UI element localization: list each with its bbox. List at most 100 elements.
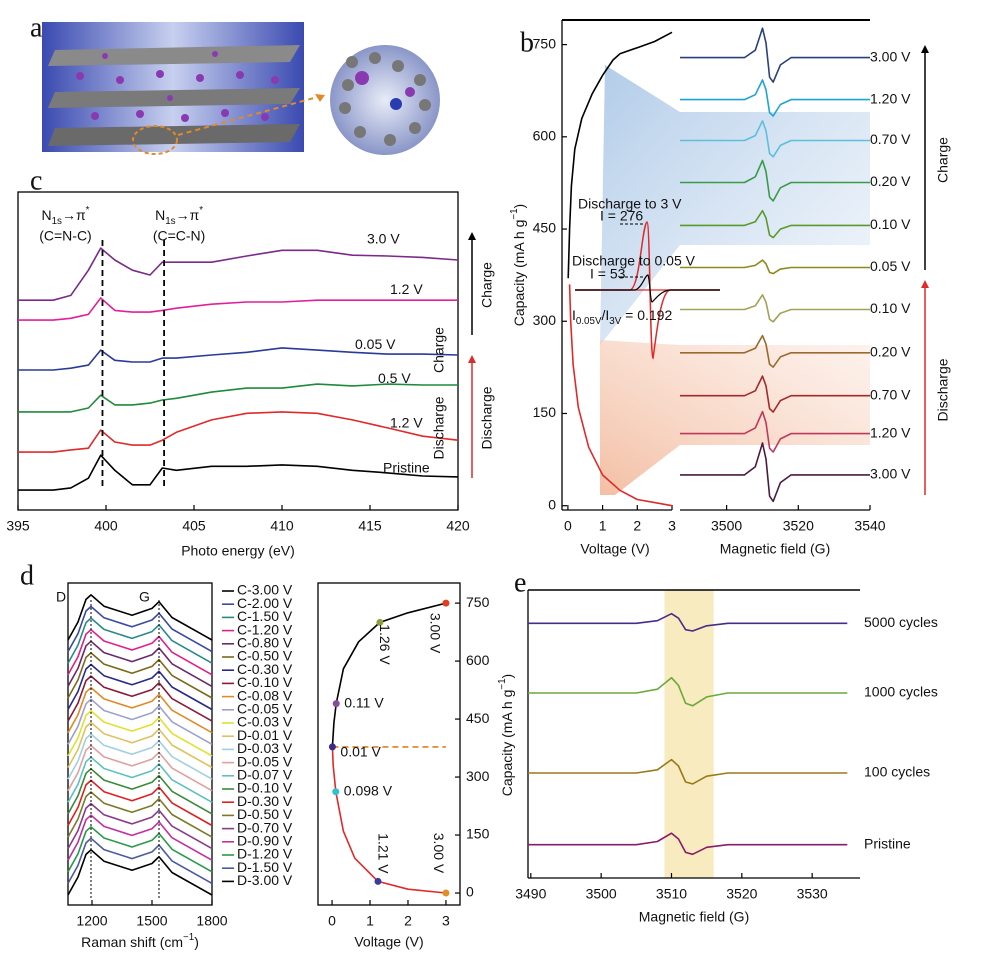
series-line bbox=[67, 710, 213, 757]
legend-label: D-3.00 V bbox=[237, 872, 293, 888]
charge-shading bbox=[600, 65, 870, 345]
series-line bbox=[680, 294, 870, 323]
legend-label: D-0.70 V bbox=[237, 819, 293, 835]
series-line bbox=[67, 826, 213, 873]
arrow-label: Charge bbox=[935, 137, 951, 183]
y-axis-label: Capacity (mA h g−1) bbox=[497, 674, 515, 796]
x-tick-label: 1500 bbox=[136, 913, 167, 929]
legend-label: D-1.50 V bbox=[237, 859, 293, 875]
legend-label: C-0.30 V bbox=[237, 661, 293, 677]
plot-frame bbox=[317, 582, 461, 906]
series-line bbox=[680, 334, 870, 368]
legend-label: D-0.03 V bbox=[237, 740, 293, 756]
series-line bbox=[67, 594, 213, 641]
x-tick-label: 1800 bbox=[196, 913, 227, 929]
arrow-label: Discharge bbox=[479, 386, 495, 449]
legend-label: C-1.50 V bbox=[237, 608, 293, 624]
zoom-arrowhead bbox=[315, 94, 325, 102]
series-line bbox=[67, 849, 213, 896]
series-line bbox=[67, 628, 213, 676]
y-tick-label: 300 bbox=[533, 312, 557, 328]
y-axis-label-part: ) bbox=[499, 674, 515, 679]
nitrogen-atom bbox=[390, 98, 402, 110]
y-tick-label: 150 bbox=[533, 404, 557, 420]
legend-label: D-0.01 V bbox=[237, 727, 293, 743]
y-tick-label: 600 bbox=[466, 652, 490, 668]
legend-label: C-0.08 V bbox=[237, 687, 293, 703]
annotation-label: D bbox=[56, 589, 66, 605]
ion-dots bbox=[76, 51, 279, 122]
series-line bbox=[680, 27, 870, 83]
zoom-arrow bbox=[177, 94, 326, 136]
point-label: 0.098 V bbox=[344, 782, 393, 798]
series-label: 3.0 V bbox=[367, 231, 400, 247]
series-label: 1.20 V bbox=[870, 90, 911, 106]
point-label: 3.00 V bbox=[427, 613, 443, 654]
series-line bbox=[568, 284, 673, 507]
legend-label: D-0.10 V bbox=[237, 780, 293, 796]
curve-label: Discharge bbox=[431, 396, 447, 459]
x-axis-label: Magnetic field (G) bbox=[639, 909, 749, 925]
annotation-label-part: * bbox=[86, 205, 90, 216]
arrow-label: Discharge bbox=[935, 358, 951, 421]
series-label: 1.20 V bbox=[870, 424, 911, 440]
series-label: 0.05 V bbox=[870, 258, 911, 274]
legend-label: C-3.00 V bbox=[237, 582, 293, 598]
series-line bbox=[67, 814, 213, 861]
y-tick-label: 300 bbox=[466, 768, 490, 784]
series-label: 3.00 V bbox=[870, 466, 911, 482]
x-tick-label: 395 bbox=[6, 518, 30, 534]
y-tick-label: 750 bbox=[466, 594, 490, 610]
zoom-atoms bbox=[339, 52, 431, 146]
graphene-layer bbox=[48, 124, 300, 146]
series-label: 0.05 V bbox=[355, 336, 396, 352]
x-tick-label: 405 bbox=[182, 518, 206, 534]
y-axis-label-part: −1 bbox=[497, 678, 508, 689]
series-line bbox=[67, 733, 213, 780]
y-tick-label: 450 bbox=[533, 220, 557, 236]
series-line bbox=[67, 686, 213, 734]
annotation-sublabel: (C=C-N) bbox=[153, 228, 206, 244]
point bbox=[328, 743, 336, 751]
annotation-label-part: N bbox=[41, 207, 51, 223]
x-tick-label: 0 bbox=[328, 913, 336, 929]
x-tick-label: 420 bbox=[446, 518, 470, 534]
x-tick-label: 3500 bbox=[586, 886, 617, 902]
panel-letter: c bbox=[30, 165, 42, 196]
discharge-shading bbox=[600, 340, 870, 495]
annotation-label-part: →π bbox=[62, 207, 86, 223]
annotation-label-part: 1s bbox=[165, 216, 175, 227]
point bbox=[332, 788, 340, 796]
y-tick-label: 150 bbox=[466, 826, 490, 842]
y-axis-label-part: Capacity (mA h g bbox=[499, 690, 515, 797]
annotation-sublabel: (C=N-C) bbox=[39, 228, 92, 244]
series-label: 0.70 V bbox=[870, 131, 911, 147]
plot-frame bbox=[17, 191, 459, 511]
curve-label: Charge bbox=[431, 327, 447, 373]
series-line bbox=[18, 247, 459, 301]
y-axis-label-part: ) bbox=[511, 204, 527, 209]
inset-label: Discharge to 3 V bbox=[578, 196, 682, 212]
x-axis-label-part: −1 bbox=[183, 932, 194, 943]
series-line bbox=[528, 612, 848, 632]
x-tick-label: 400 bbox=[94, 518, 118, 534]
series-line bbox=[680, 375, 870, 413]
point-label: 1.21 V bbox=[375, 833, 391, 874]
series-label: 5000 cycles bbox=[864, 614, 938, 630]
inset-label: Discharge to 0.05 V bbox=[572, 253, 696, 269]
series-line bbox=[67, 791, 213, 838]
series-line bbox=[680, 79, 870, 117]
inset-curve bbox=[575, 274, 720, 303]
legend-label: D-0.90 V bbox=[237, 833, 293, 849]
series-line bbox=[18, 454, 459, 491]
series-line bbox=[67, 779, 213, 827]
x-axis-label: Magnetic field (G) bbox=[720, 541, 830, 557]
series-line bbox=[680, 209, 870, 239]
series-line bbox=[67, 744, 213, 792]
point-label: 0.11 V bbox=[344, 694, 384, 710]
series-line bbox=[567, 31, 673, 279]
annotation-label: N1s→π* bbox=[155, 205, 203, 227]
y-tick-label: 750 bbox=[533, 35, 557, 51]
series-line bbox=[331, 602, 447, 747]
series-line bbox=[67, 802, 213, 850]
